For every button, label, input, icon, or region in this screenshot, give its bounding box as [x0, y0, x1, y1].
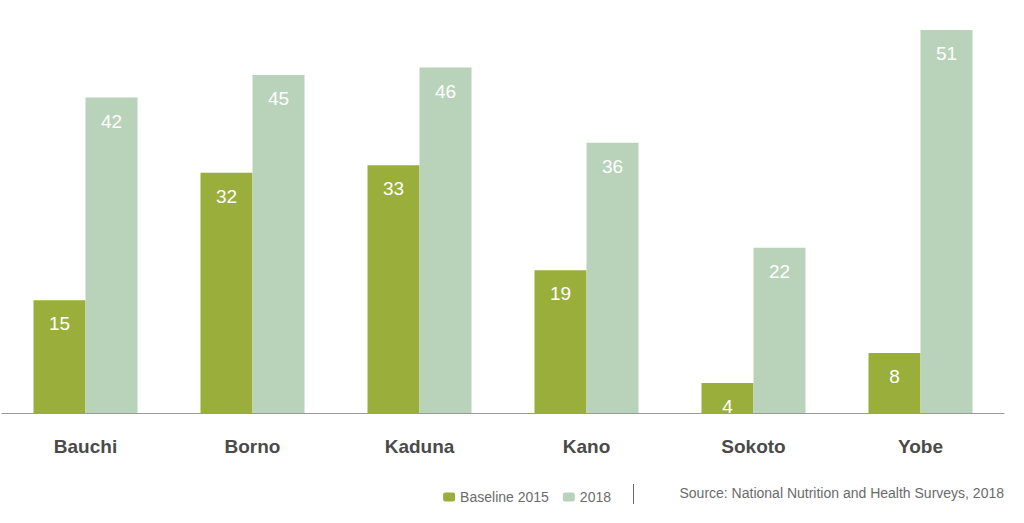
svg-text:33: 33: [383, 178, 404, 199]
svg-text:Source: National Nutrition and: Source: National Nutrition and Health Su…: [679, 485, 1004, 501]
svg-text:Baseline 2015: Baseline 2015: [460, 489, 549, 505]
svg-text:Borno: Borno: [225, 436, 281, 457]
svg-text:15: 15: [49, 313, 70, 334]
svg-text:45: 45: [268, 88, 289, 109]
svg-text:4: 4: [722, 396, 733, 417]
svg-text:42: 42: [101, 111, 122, 132]
svg-text:Bauchi: Bauchi: [54, 436, 117, 457]
svg-text:Kaduna: Kaduna: [385, 436, 455, 457]
svg-text:8: 8: [889, 366, 900, 387]
svg-text:32: 32: [216, 186, 237, 207]
svg-text:Yobe: Yobe: [898, 436, 943, 457]
svg-text:36: 36: [602, 156, 623, 177]
svg-text:22: 22: [769, 261, 790, 282]
svg-text:2018: 2018: [580, 489, 611, 505]
svg-text:19: 19: [550, 283, 571, 304]
svg-text:Sokoto: Sokoto: [721, 436, 785, 457]
svg-text:51: 51: [936, 43, 957, 64]
svg-text:Kano: Kano: [563, 436, 611, 457]
svg-text:46: 46: [435, 81, 456, 102]
